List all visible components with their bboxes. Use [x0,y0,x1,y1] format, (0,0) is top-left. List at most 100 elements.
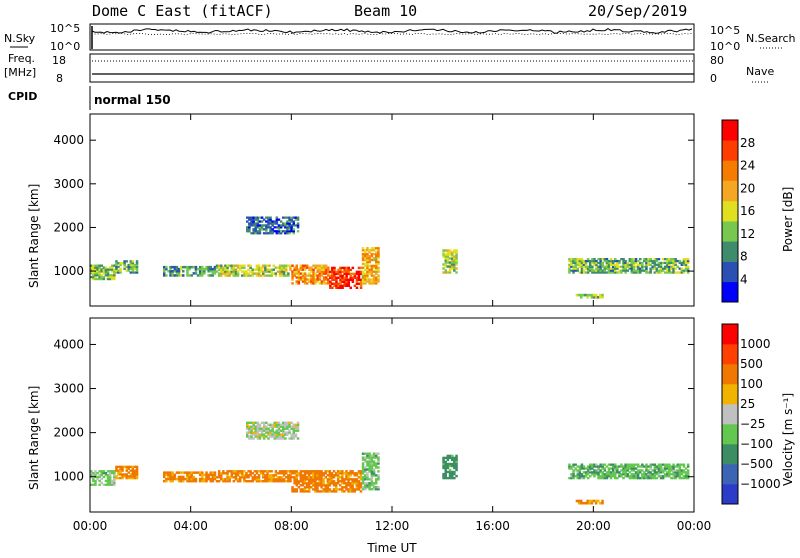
velocity-cell [209,473,212,477]
velocity-cell [361,464,365,467]
power-cell [272,272,275,275]
velocity-cell [345,484,348,487]
power-cell [324,270,328,273]
velocity-cell [267,423,270,426]
velocity-cell [243,478,246,481]
velocity-cell [597,473,600,476]
velocity-cell [451,462,454,466]
power-cell [290,228,293,231]
power-cell [98,272,101,275]
velocity-cell [684,477,688,480]
velocity-cell [312,482,315,485]
velocity-cell [171,479,174,483]
power-cell [355,278,359,281]
power-cell [591,258,594,261]
power-cell [357,274,361,278]
velocity-cell [241,470,244,473]
power-cell [653,259,657,263]
velocity-cell [375,454,378,457]
power-cell [286,216,289,219]
power-cell [455,255,458,258]
velocity-cell [165,477,168,481]
power-cell [375,280,378,283]
power-region-0 [90,264,116,281]
velocity-cell [297,472,301,475]
velocity-cell [266,470,269,473]
velocity-cell [634,467,638,470]
velocity-cell [351,482,354,485]
velocity-cell [249,474,252,477]
power-cell [131,262,135,265]
power-cell [666,259,669,263]
power-cell [92,266,95,269]
velocity-cell [260,435,264,438]
velocity-cell [370,484,374,487]
velocity-cell [336,472,340,475]
power-cell [266,274,269,277]
velocity-cell [680,471,684,474]
velocity-cell [209,477,212,481]
power-cell [280,268,284,271]
power-cell [267,226,270,229]
velocity-colorbar-swatch [722,324,738,345]
power-cell [345,268,348,272]
velocity-cell [601,465,604,468]
velocity-cell [276,472,280,475]
power-cell [100,276,103,279]
velocity-cell [614,463,617,466]
power-cell [316,264,319,267]
velocity-cell [213,477,217,481]
power-cell [649,271,652,274]
power-cell [238,264,242,267]
power-cell [361,272,365,275]
power-cell [117,265,120,269]
velocity-cell [290,425,293,428]
power-cell [265,232,268,235]
velocity-cell [226,470,229,473]
power-cell [568,271,571,274]
power-cell [361,276,365,279]
power-cell [320,270,324,273]
velocity-cell [131,473,135,476]
power-cell [320,264,324,267]
power-cell [572,258,575,261]
velocity-cell [444,470,447,474]
velocity-cell [446,476,450,480]
power-cell [293,274,296,277]
power-cell [366,276,369,279]
velocity-cell [630,475,634,478]
power-cell [327,280,330,283]
power-cell [232,274,236,277]
velocity-colorbar-swatch [722,364,738,385]
velocity-cell [455,454,458,458]
power-cell [339,280,342,283]
velocity-cell [334,472,338,475]
power-cell [290,226,293,229]
velocity-cell [117,465,120,468]
power-cell [634,258,638,261]
power-cell [277,218,281,221]
power-cell [299,264,303,267]
power-cell [603,269,607,272]
velocity-cell [630,463,634,466]
velocity-cell [624,465,627,468]
power-cell [271,230,274,233]
velocity-cell [666,475,669,478]
power-cell [446,265,450,268]
power-cell [349,278,352,281]
power-cell [605,267,609,270]
velocity-cell [632,477,636,480]
power-cell [232,272,236,275]
power-cell [453,261,456,264]
power-cell [593,259,596,263]
velocity-cell [303,470,307,473]
power-cell [258,216,262,219]
velocity-cell [588,501,591,505]
power-cell [451,255,454,258]
velocity-cell [347,484,350,487]
velocity-cell [248,427,251,430]
velocity-cell [113,479,116,483]
velocity-cell [273,435,276,438]
nsky-tick-low: 10^0 [50,40,80,53]
power-cell [674,258,677,261]
